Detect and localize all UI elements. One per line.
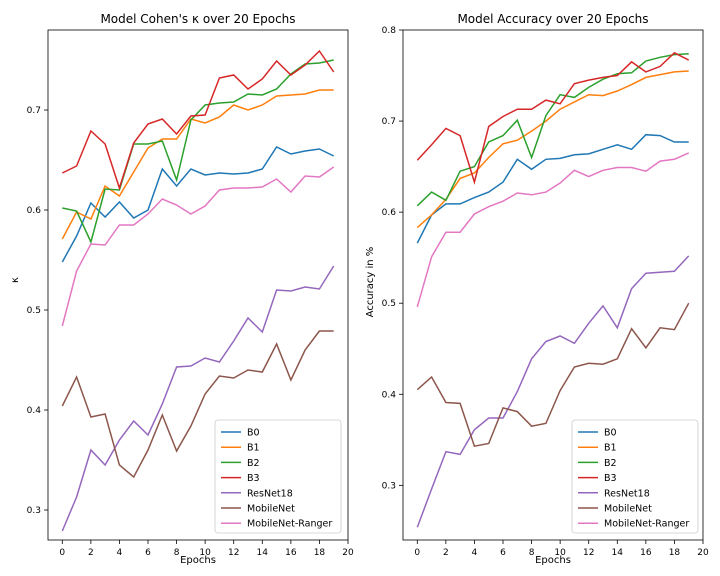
series-line-mobilenet-ranger bbox=[416, 152, 690, 308]
x-tick-label: 0 bbox=[59, 548, 65, 558]
x-tick-label: 0 bbox=[414, 548, 420, 558]
x-tick-label: 18 bbox=[314, 548, 326, 558]
y-tick-label: 0.5 bbox=[27, 306, 41, 316]
legend-label: B0 bbox=[604, 428, 617, 439]
legend-label: ResNet18 bbox=[604, 488, 650, 499]
legend-label: B1 bbox=[604, 443, 617, 454]
plot-frame bbox=[47, 29, 349, 541]
x-tick-label: 20 bbox=[697, 548, 709, 558]
x-axis-label: Epochs bbox=[180, 555, 216, 566]
accuracy-chart: Model Accuracy over 20 Epochs Epochs Acc… bbox=[365, 12, 709, 566]
series-line-mobilenet bbox=[61, 330, 334, 479]
legend-label: MobileNet-Ranger bbox=[247, 519, 332, 530]
x-tick-label: 10 bbox=[199, 548, 211, 558]
y-tick-label: 0.3 bbox=[27, 506, 41, 516]
legend-label: MobileNet-Ranger bbox=[604, 519, 689, 530]
x-axis-label: Epochs bbox=[535, 555, 571, 566]
chart-title: Model Cohen's κ over 20 Epochs bbox=[100, 12, 295, 26]
plot-frame bbox=[402, 29, 704, 541]
legend-label: MobileNet bbox=[247, 504, 295, 515]
y-tick-label: 0.4 bbox=[27, 406, 42, 416]
y-tick-label: 0.3 bbox=[382, 481, 396, 491]
legend: B0 B1 B2 B3 ResNet18 MobileNet MobileNet-Range… bbox=[214, 419, 342, 534]
legend-label: B3 bbox=[604, 473, 617, 484]
x-tick-label: 12 bbox=[228, 548, 239, 558]
x-tick-label: 8 bbox=[174, 548, 180, 558]
y-axis-label: Accuracy in % bbox=[365, 247, 376, 318]
y-tick-label: 0.8 bbox=[382, 26, 397, 36]
legend-label: B3 bbox=[247, 473, 260, 484]
x-tick-label: 14 bbox=[257, 548, 269, 558]
y-tick-label: 0.4 bbox=[382, 390, 397, 400]
y-axis-label: κ bbox=[10, 277, 21, 283]
series-line-mobilenet bbox=[416, 302, 690, 448]
series-line-b2 bbox=[416, 52, 689, 207]
x-tick-label: 6 bbox=[145, 548, 151, 558]
series-line-b3 bbox=[416, 51, 690, 185]
legend-label: B1 bbox=[247, 443, 260, 454]
y-tick-label: 0.7 bbox=[382, 117, 396, 127]
x-tick-label: 10 bbox=[554, 548, 566, 558]
x-tick-label: 18 bbox=[669, 548, 681, 558]
legend-box bbox=[214, 419, 342, 534]
chart-title: Model Accuracy over 20 Epochs bbox=[457, 12, 648, 26]
x-tick-label: 6 bbox=[500, 548, 506, 558]
x-tick-label: 4 bbox=[472, 548, 478, 558]
legend-label: ResNet18 bbox=[247, 488, 293, 499]
y-tick-label: 0.7 bbox=[27, 106, 41, 116]
series-line-b3 bbox=[61, 49, 335, 191]
legend: B0 B1 B2 B3 ResNet18 MobileNet MobileNet-Range… bbox=[571, 419, 699, 534]
legend-label: B2 bbox=[247, 458, 260, 469]
x-tick-label: 14 bbox=[612, 548, 624, 558]
x-tick-label: 2 bbox=[88, 548, 94, 558]
legend-box bbox=[571, 419, 699, 534]
series-line-b1 bbox=[416, 70, 689, 229]
y-tick-label: 0.6 bbox=[27, 206, 42, 216]
legend-label: MobileNet bbox=[604, 504, 652, 515]
x-tick-label: 4 bbox=[117, 548, 123, 558]
x-tick-label: 16 bbox=[285, 548, 297, 558]
legend-label: B2 bbox=[604, 458, 617, 469]
series-line-b1 bbox=[61, 89, 334, 240]
legend-label: B0 bbox=[247, 428, 260, 439]
y-tick-label: 0.5 bbox=[382, 299, 396, 309]
x-tick-label: 20 bbox=[342, 548, 354, 558]
kappa-chart: Model Cohen's κ over 20 Epochs Epochs κ … bbox=[10, 12, 354, 566]
x-tick-label: 16 bbox=[640, 548, 652, 558]
series-line-b2 bbox=[62, 59, 334, 245]
series-line-b0 bbox=[61, 146, 335, 263]
series-line-resnet18 bbox=[61, 265, 335, 532]
series-line-resnet18 bbox=[416, 255, 690, 528]
series-line-b0 bbox=[416, 133, 689, 244]
x-tick-label: 12 bbox=[583, 548, 594, 558]
series-line-mobilenet-ranger bbox=[61, 166, 335, 327]
x-tick-label: 8 bbox=[529, 548, 535, 558]
x-tick-label: 2 bbox=[443, 548, 449, 558]
y-tick-label: 0.6 bbox=[382, 208, 397, 218]
